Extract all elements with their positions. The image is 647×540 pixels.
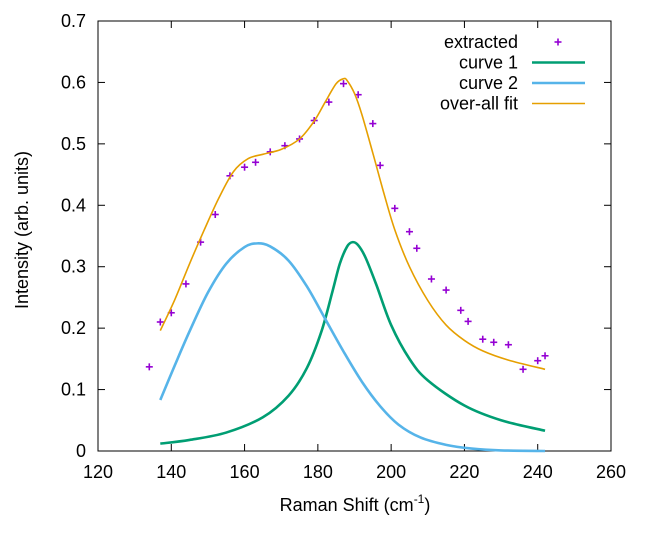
legend-entry-extracted: extracted	[444, 32, 562, 52]
plot-area	[145, 77, 549, 453]
x-tick-label: 180	[303, 462, 333, 482]
data-point	[182, 280, 190, 288]
x-tick-label: 260	[596, 462, 626, 482]
legend-label: over-all fit	[440, 94, 518, 114]
y-tick-label: 0.3	[61, 257, 86, 277]
data-point	[541, 352, 549, 360]
legend-marker	[554, 38, 562, 46]
data-point	[427, 275, 435, 283]
data-point	[369, 120, 377, 128]
data-point	[457, 306, 465, 314]
data-point	[145, 363, 153, 371]
x-axis-label-superscript: -1	[414, 492, 425, 506]
y-tick-label: 0.4	[61, 195, 86, 215]
y-tick-label: 0.2	[61, 318, 86, 338]
legend-label: extracted	[444, 32, 518, 52]
data-point	[504, 341, 512, 349]
y-tick-label: 0	[76, 441, 86, 461]
x-tick-label: 240	[523, 462, 553, 482]
data-point	[325, 98, 333, 106]
series-curve-1	[160, 240, 546, 445]
data-point	[252, 158, 260, 166]
data-point	[211, 211, 219, 218]
x-axis-label: Raman Shift (cm-1)	[280, 492, 431, 515]
series-extracted	[145, 80, 549, 373]
chart-axes: 120 140 160 180 200 220 240 260 0 0.1 0.2 0.3 0.4 0.5…	[61, 11, 626, 482]
y-tick-label: 0.6	[61, 72, 86, 92]
data-point	[479, 335, 487, 343]
legend-entry-over-all-fit: over-all fit	[440, 94, 585, 114]
data-point	[391, 204, 399, 212]
legend-entry-curve-2: curve 2	[459, 73, 585, 93]
data-point	[340, 80, 348, 88]
data-point	[519, 365, 527, 373]
x-tick-label: 120	[83, 462, 113, 482]
data-point	[156, 318, 164, 326]
x-tick-label: 160	[230, 462, 260, 482]
series-curve-2	[159, 242, 546, 453]
y-axis-label: Intensity (arb. units)	[12, 151, 32, 309]
data-point	[413, 244, 421, 252]
y-tick-label: 0.1	[61, 380, 86, 400]
data-point	[241, 163, 249, 171]
legend-label: curve 2	[459, 73, 518, 93]
data-point	[534, 357, 542, 365]
y-tick-label: 0.7	[61, 11, 86, 31]
y-tick-label: 0.5	[61, 134, 86, 154]
x-axis-label-end: )	[424, 495, 430, 515]
series-over-all-fit	[159, 77, 546, 371]
plot-frame	[97, 20, 612, 452]
data-point	[405, 228, 413, 236]
x-axis-label-main: Raman Shift (cm	[280, 495, 414, 515]
x-tick-label: 220	[449, 462, 479, 482]
data-point	[490, 338, 498, 346]
x-tick-label: 140	[156, 462, 186, 482]
data-point	[442, 286, 450, 294]
x-tick-label: 200	[376, 462, 406, 482]
legend-entry-curve-1: curve 1	[459, 53, 585, 73]
data-point	[464, 317, 472, 325]
legend-label: curve 1	[459, 53, 518, 73]
data-point	[376, 161, 384, 169]
